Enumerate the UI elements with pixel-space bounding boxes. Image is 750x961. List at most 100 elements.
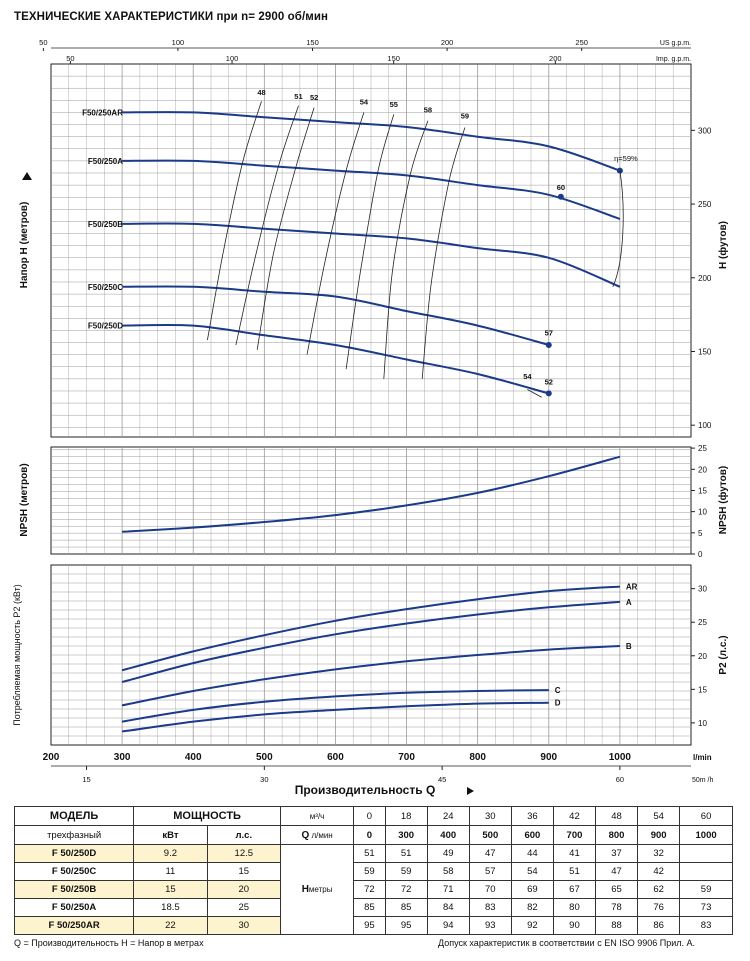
series-line-A <box>121 600 620 683</box>
right-tick-label: 5 <box>698 529 703 538</box>
table-m3h-value: 18 <box>384 806 428 826</box>
table-row-head-value: 80 <box>552 898 597 917</box>
table-header-sub: трехфазный <box>13 825 135 845</box>
right-tick-label: 300 <box>698 126 712 135</box>
imp-gpm-tick: 100 <box>226 54 239 63</box>
npsh-ylabel-right: NPSH (футов) <box>717 466 729 535</box>
right-tick-label: 10 <box>698 508 707 517</box>
efficiency-point <box>557 193 564 200</box>
table-label-m3h: м³/ч <box>279 806 355 826</box>
right-tick-label: 100 <box>698 421 712 430</box>
table-row-head-value: 62 <box>637 880 681 899</box>
efficiency-curve <box>612 170 624 287</box>
table-row-head-value: 51 <box>353 844 386 863</box>
table-row-head-value: 57 <box>468 862 512 881</box>
table-lmin-value: 900 <box>637 825 681 845</box>
series-label: F50/250C <box>88 283 123 292</box>
efficiency-label: η=59% <box>614 154 638 163</box>
series-line-F50/250A <box>122 159 621 220</box>
table-row-hp: 15 <box>206 862 281 881</box>
table-row-model: F 50/250D <box>13 844 135 863</box>
table-row-head-value: 84 <box>426 898 470 917</box>
right-tick-label: 30 <box>698 585 707 594</box>
series-line-F50/250B <box>122 222 621 288</box>
pump-curves-chart: 100150200250300F50/250ARF50/250AF50/250B… <box>12 38 729 797</box>
table-header-kw: кВт <box>133 825 208 845</box>
efficiency-point <box>545 341 552 348</box>
head-ylabel: Напор H (метров) <box>19 202 30 289</box>
series-label: D <box>555 699 561 708</box>
series-label: A <box>626 598 632 607</box>
series-line-F50/250C <box>122 285 550 346</box>
panel-head <box>50 63 692 438</box>
table-lmin-value: 400 <box>426 825 470 845</box>
table-row-head-value: 83 <box>468 898 512 917</box>
lmin-tick: 500 <box>256 752 273 763</box>
efficiency-label: 51 <box>294 92 302 101</box>
right-tick-label: 20 <box>698 652 707 661</box>
table-row-head-value: 76 <box>637 898 681 917</box>
table-row-head-value: 90 <box>552 916 597 935</box>
table-row-head-value: 92 <box>510 916 554 935</box>
table-header-hp: л.с. <box>206 825 281 845</box>
series-line-B <box>121 645 620 707</box>
table-header-power: МОЩНОСТЬ <box>133 806 281 826</box>
m3h-unit: 50m /h <box>692 777 714 784</box>
table-row-model: F 50/250AR <box>13 916 135 935</box>
table-row-head-value: 44 <box>510 844 554 863</box>
table-m3h-value: 54 <box>637 806 681 826</box>
table-row-head-value: 51 <box>552 862 597 881</box>
table-lmin-value: 500 <box>468 825 512 845</box>
right-tick-label: 250 <box>698 200 712 209</box>
table-row-hp: 20 <box>206 880 281 899</box>
table-label-q: Q л/мин <box>279 825 355 845</box>
series-label: B <box>626 642 632 651</box>
us-gpm-tick: 200 <box>441 38 454 47</box>
table-row-head-value: 69 <box>510 880 554 899</box>
series-label: F50/250AR <box>82 108 123 117</box>
table-row-model: F 50/250C <box>13 862 135 881</box>
table-row-head-value: 42 <box>637 862 681 881</box>
efficiency-label: 59 <box>461 111 469 120</box>
imp-gpm-tick: 200 <box>549 54 562 63</box>
series-line-D <box>121 701 549 733</box>
table-row-head-value: 51 <box>384 844 428 863</box>
table-lmin-label: л/мин <box>309 830 333 840</box>
us-gpm-unit: US g.p.m. <box>660 40 691 47</box>
table-row-head-value: 58 <box>426 862 470 881</box>
table-row-head-value: 47 <box>594 862 639 881</box>
us-gpm-tick: 150 <box>306 38 319 47</box>
table-header-model: МОДЕЛЬ <box>13 806 135 826</box>
table-row-head-value: 78 <box>594 898 639 917</box>
series-line-C <box>121 689 549 723</box>
right-tick-label: 25 <box>698 444 707 453</box>
table-row-head-value <box>679 844 733 863</box>
efficiency-label: 57 <box>545 328 553 337</box>
table-m3h-value: 0 <box>353 806 386 826</box>
table-row-head-value: 32 <box>637 844 681 863</box>
table-lmin-value: 0 <box>353 825 386 845</box>
table-label-h: Hметры <box>279 844 355 935</box>
page-title: ТЕХНИЧЕСКИЕ ХАРАКТЕРИСТИКИ при n= 2900 о… <box>14 11 329 23</box>
series-label: C <box>555 686 561 695</box>
us-gpm-tick: 100 <box>172 38 185 47</box>
right-tick-label: 0 <box>698 550 703 559</box>
table-m3h-value: 30 <box>468 806 512 826</box>
table-row-kw: 11 <box>133 862 208 881</box>
head-ylabel-right: H (футов) <box>717 221 729 269</box>
efficiency-label: 60 <box>557 183 565 192</box>
efficiency-point <box>545 390 552 397</box>
efficiency-label: 55 <box>390 100 398 109</box>
table-row-head-value: 85 <box>384 898 428 917</box>
table-row-head-value: 37 <box>594 844 639 863</box>
table-row-head-value: 71 <box>426 880 470 899</box>
series-label: F50/250B <box>88 220 123 229</box>
m3h-tick: 15 <box>82 775 90 784</box>
table-row-head-value: 83 <box>679 916 733 935</box>
power-ylabel: Потребляемая мощность P2 (кВт) <box>12 584 22 725</box>
table-row-head-value: 94 <box>426 916 470 935</box>
performance-table: МОДЕЛЬ МОЩНОСТЬ м³/ч 0 18 24 30 36 42 48 54 60 трехф… <box>13 806 733 935</box>
table-h-unit: метры <box>308 885 333 894</box>
table-lmin-value: 300 <box>384 825 428 845</box>
lmin-tick: 300 <box>114 752 131 763</box>
